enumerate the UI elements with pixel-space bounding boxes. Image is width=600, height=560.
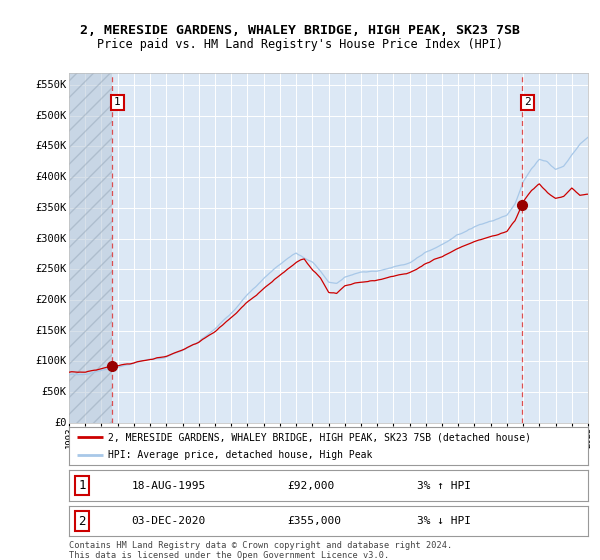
Text: 3% ↑ HPI: 3% ↑ HPI	[417, 481, 471, 491]
Text: £100K: £100K	[35, 356, 67, 366]
Text: £350K: £350K	[35, 203, 67, 213]
Text: £200K: £200K	[35, 295, 67, 305]
Text: 18-AUG-1995: 18-AUG-1995	[131, 481, 206, 491]
Text: £50K: £50K	[41, 387, 67, 397]
Text: £355,000: £355,000	[287, 516, 341, 526]
Text: 1: 1	[78, 479, 86, 492]
Text: 2: 2	[524, 97, 531, 108]
Text: 2, MERESIDE GARDENS, WHALEY BRIDGE, HIGH PEAK, SK23 7SB (detached house): 2, MERESIDE GARDENS, WHALEY BRIDGE, HIGH…	[108, 432, 531, 442]
Text: Contains HM Land Registry data © Crown copyright and database right 2024.
This d: Contains HM Land Registry data © Crown c…	[69, 541, 452, 560]
Text: Price paid vs. HM Land Registry's House Price Index (HPI): Price paid vs. HM Land Registry's House …	[97, 38, 503, 52]
Text: 03-DEC-2020: 03-DEC-2020	[131, 516, 206, 526]
Text: £550K: £550K	[35, 80, 67, 90]
Text: £500K: £500K	[35, 111, 67, 121]
Text: 2, MERESIDE GARDENS, WHALEY BRIDGE, HIGH PEAK, SK23 7SB: 2, MERESIDE GARDENS, WHALEY BRIDGE, HIGH…	[80, 24, 520, 38]
Text: HPI: Average price, detached house, High Peak: HPI: Average price, detached house, High…	[108, 450, 372, 460]
Text: £150K: £150K	[35, 326, 67, 335]
Text: 3% ↓ HPI: 3% ↓ HPI	[417, 516, 471, 526]
Text: £450K: £450K	[35, 142, 67, 152]
Text: £92,000: £92,000	[287, 481, 334, 491]
Text: £300K: £300K	[35, 234, 67, 244]
Text: £250K: £250K	[35, 264, 67, 274]
Text: 2: 2	[78, 515, 86, 528]
Text: £400K: £400K	[35, 172, 67, 182]
Text: £0: £0	[54, 418, 67, 428]
Text: 1: 1	[114, 97, 121, 108]
Bar	[69, 73, 112, 423]
